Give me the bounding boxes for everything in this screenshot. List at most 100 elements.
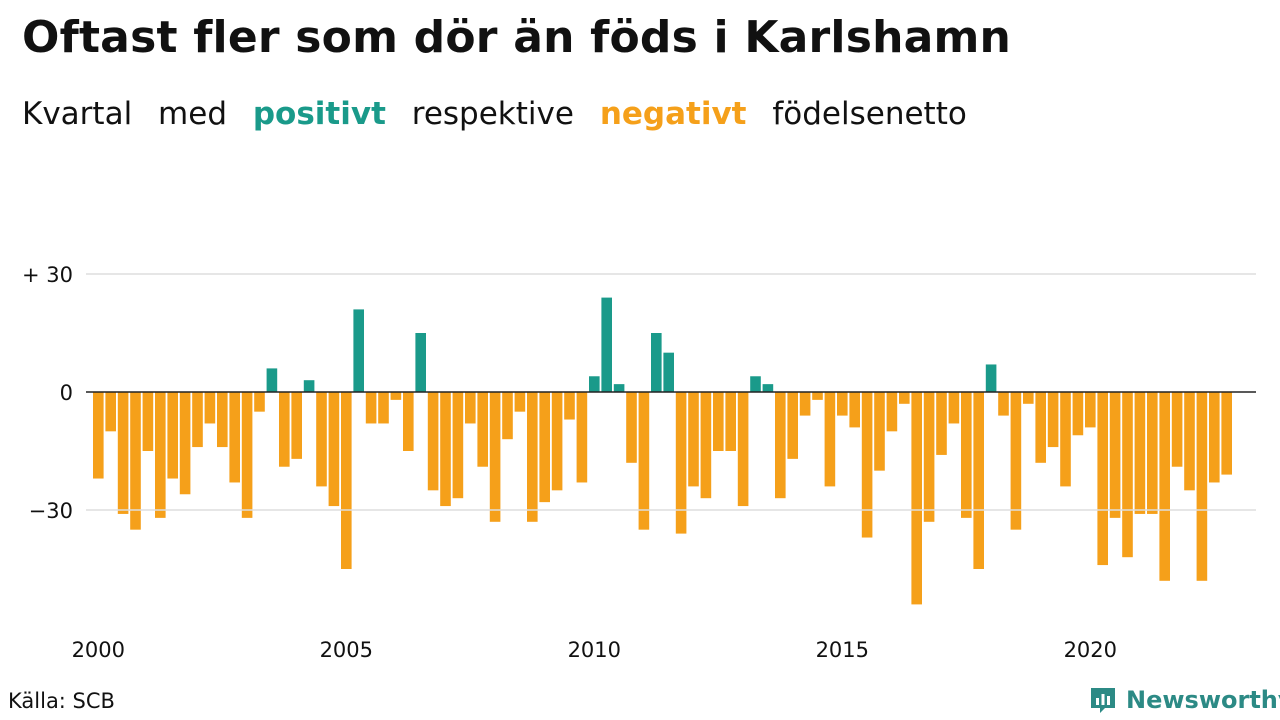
bar bbox=[613, 384, 625, 392]
bar bbox=[1047, 392, 1059, 448]
bar bbox=[117, 392, 129, 514]
bar bbox=[105, 392, 116, 432]
bar bbox=[266, 368, 278, 392]
x-tick-label: 2020 bbox=[1064, 638, 1117, 662]
bar bbox=[403, 392, 414, 451]
bar bbox=[998, 392, 1009, 416]
subtitle-positive: positivt bbox=[252, 96, 386, 132]
bar bbox=[762, 384, 774, 392]
bar bbox=[378, 392, 389, 424]
brand: Newsworthy bbox=[1088, 682, 1280, 718]
bar bbox=[1010, 392, 1022, 530]
bar bbox=[279, 392, 290, 467]
subtitle: Kvartal med positivt respektive negativt… bbox=[22, 96, 981, 132]
bar bbox=[576, 392, 588, 483]
bar bbox=[229, 392, 240, 483]
x-tick-label: 2010 bbox=[568, 638, 621, 662]
bar bbox=[675, 392, 687, 534]
bar bbox=[291, 392, 302, 459]
bar bbox=[192, 392, 203, 448]
bar bbox=[923, 392, 935, 522]
bar bbox=[1196, 392, 1208, 581]
bar bbox=[353, 309, 364, 392]
bar bbox=[241, 392, 253, 518]
bar bbox=[663, 352, 674, 392]
bar bbox=[812, 392, 823, 400]
bar bbox=[1072, 392, 1084, 436]
bar bbox=[217, 392, 228, 448]
bar bbox=[502, 392, 513, 440]
bar bbox=[799, 392, 811, 416]
bar bbox=[179, 392, 191, 495]
bar bbox=[936, 392, 947, 455]
bar bbox=[849, 392, 860, 428]
bar bbox=[589, 376, 600, 392]
bar bbox=[142, 392, 154, 451]
bar bbox=[465, 392, 476, 424]
bar bbox=[824, 392, 836, 487]
bar bbox=[564, 392, 575, 420]
bar bbox=[1097, 392, 1108, 566]
subtitle-text-1: Kvartal bbox=[22, 96, 133, 132]
bar bbox=[1159, 392, 1170, 581]
bar bbox=[1035, 392, 1046, 463]
bar bbox=[477, 392, 488, 467]
bar bbox=[1184, 392, 1195, 491]
bar bbox=[861, 392, 873, 538]
x-tick-label: 2000 bbox=[72, 638, 125, 662]
bar bbox=[328, 392, 340, 507]
bar bbox=[1085, 392, 1096, 428]
bar bbox=[204, 392, 216, 424]
subtitle-negative: negativt bbox=[599, 96, 747, 132]
bar bbox=[899, 392, 910, 404]
bar bbox=[911, 392, 922, 605]
bar bbox=[1134, 392, 1146, 514]
y-tick-label: + 30 bbox=[22, 263, 73, 287]
bar bbox=[688, 392, 699, 487]
bar bbox=[651, 333, 662, 392]
bar bbox=[775, 392, 786, 499]
bar bbox=[551, 392, 563, 491]
bar bbox=[886, 392, 898, 432]
bar bbox=[1023, 392, 1034, 404]
bar bbox=[341, 392, 352, 569]
x-tick-label: 2005 bbox=[320, 638, 373, 662]
bar bbox=[316, 392, 327, 487]
bar bbox=[787, 392, 798, 459]
bar bbox=[626, 392, 637, 463]
bar bbox=[713, 392, 724, 451]
bar bbox=[440, 392, 451, 507]
brand-name: Newsworthy bbox=[1126, 686, 1280, 714]
bar bbox=[750, 376, 761, 392]
bar bbox=[155, 392, 166, 518]
bar bbox=[303, 380, 315, 392]
bar bbox=[601, 297, 612, 392]
bar bbox=[390, 392, 402, 400]
bar bbox=[948, 392, 960, 424]
bar bbox=[130, 392, 141, 530]
bar bbox=[254, 392, 265, 412]
subtitle-text-4: födelsenetto bbox=[772, 96, 967, 132]
bar bbox=[93, 392, 104, 479]
bar bbox=[167, 392, 178, 479]
bar bbox=[837, 392, 848, 416]
bar bbox=[527, 392, 538, 522]
bar bbox=[638, 392, 650, 530]
y-tick-label: 0 bbox=[60, 381, 73, 405]
bar bbox=[427, 392, 439, 491]
bar bbox=[961, 392, 972, 518]
bar bbox=[452, 392, 464, 499]
bar bbox=[514, 392, 526, 412]
y-tick-label: −30 bbox=[29, 499, 73, 523]
bar bbox=[725, 392, 736, 451]
bar bbox=[1147, 392, 1158, 514]
bar bbox=[365, 392, 377, 424]
newsworthy-logo-icon bbox=[1091, 688, 1115, 713]
bar bbox=[1060, 392, 1071, 487]
bar bbox=[874, 392, 885, 471]
bar bbox=[700, 392, 712, 499]
bar bbox=[737, 392, 749, 507]
bar bbox=[1171, 392, 1183, 467]
